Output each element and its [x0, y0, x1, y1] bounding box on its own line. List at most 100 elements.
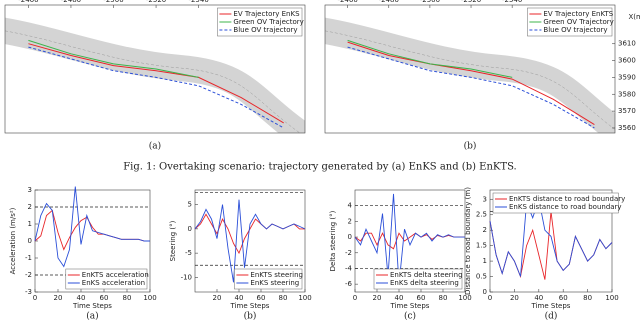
legend-box	[234, 268, 303, 290]
subfigure-label: (a)	[86, 311, 98, 321]
legend-label: Blue OV trajectory	[233, 26, 297, 34]
series-line	[489, 211, 613, 280]
y-tick-label: -2	[345, 249, 352, 257]
legend-label: EnKS delta steering	[390, 279, 459, 287]
y-tick-label: 1	[28, 220, 32, 228]
series-line	[194, 199, 306, 283]
x-tick-label: 80	[279, 294, 288, 302]
x-tick-label: 0	[33, 294, 37, 302]
x-tick-label: -2520	[461, 0, 481, 4]
plot-frame	[324, 4, 616, 134]
legend-box	[527, 7, 613, 37]
series-line	[28, 46, 284, 129]
series-line	[354, 193, 465, 285]
x-tick-label: -2480	[61, 0, 81, 4]
x-tick-label: 20	[510, 294, 519, 302]
y-tick-label: -3	[25, 288, 32, 296]
subfigure-label: (b)	[244, 311, 257, 321]
x-tick-label: 0	[488, 294, 492, 302]
y-tick-label: 5	[188, 201, 192, 209]
y-tick-label: 3	[28, 186, 32, 194]
y-tick-label: 3590	[618, 73, 636, 81]
x-tick-label: 40	[534, 294, 543, 302]
y-tick-label: -6	[345, 280, 353, 288]
legend-label: Green OV Trajectory	[233, 18, 303, 26]
y-tick-label: 0	[28, 237, 32, 245]
x-tick-label: 100	[605, 294, 618, 302]
series-line	[28, 43, 284, 124]
y-tick-label: 2.5	[476, 211, 487, 219]
series-line	[347, 41, 595, 126]
x-tick-label: 40	[77, 294, 86, 302]
y-tick-label: 2	[348, 217, 352, 225]
series-line	[489, 197, 613, 277]
legend-label: EnKS acceleration	[82, 279, 145, 287]
x-tick-label: 20	[54, 294, 63, 302]
y-axis-label: Delta steering (°)	[329, 210, 337, 271]
subfigure-label: (c)	[404, 311, 416, 321]
y-axis-label: Acceleration (m/s²)	[9, 207, 17, 274]
x-axis-label: Time Steps	[531, 302, 571, 310]
x-tick-label: 40	[395, 294, 404, 302]
subfigure-label: (a)	[149, 141, 161, 152]
x-tick-label: -2460	[18, 0, 38, 4]
y-tick-label: -5	[185, 249, 192, 257]
x-axis-label: Time Steps	[230, 302, 270, 310]
x-tick-label: -2540	[502, 0, 522, 4]
x-tick-label: 60	[559, 294, 568, 302]
plot-frame	[489, 189, 613, 293]
x-tick-label: -2460	[337, 0, 357, 4]
x-tick-label: 40	[235, 294, 244, 302]
legend-label: EnKTS delta steering	[390, 271, 463, 279]
x-tick-label: 100	[143, 294, 156, 302]
y-tick-label: 0	[188, 225, 192, 233]
x-tick-label: 100	[458, 294, 471, 302]
legend-box	[217, 7, 303, 37]
y-tick-label: 0	[348, 233, 352, 241]
y-tick-label: -1	[25, 254, 32, 262]
series-line	[347, 39, 513, 78]
x-tick-label: 60	[417, 294, 426, 302]
x-tick-label: -2500	[420, 0, 440, 4]
y-tick-label: 3580	[618, 90, 636, 98]
legend-label: Blue OV trajectory	[543, 26, 607, 34]
x-tick-label: -2540	[188, 0, 208, 4]
y-tick-label: 1	[483, 257, 487, 265]
x-tick-label: -2480	[379, 0, 399, 4]
legend-box	[492, 192, 619, 214]
plot-frame	[194, 189, 306, 293]
legend-label: EnKTS acceleration	[82, 271, 149, 279]
y-axis-label: X(m)	[628, 13, 640, 21]
y-tick-label: 2	[28, 203, 32, 211]
road	[5, 17, 305, 133]
plot-frame	[4, 4, 306, 134]
x-tick-label: 100	[298, 294, 311, 302]
legend-label: Green OV Trajectory	[543, 18, 613, 26]
y-tick-label: -2	[25, 271, 32, 279]
x-tick-label: 80	[123, 294, 132, 302]
legend-box	[65, 268, 148, 290]
y-axis-label: Steering (°)	[169, 220, 177, 261]
series-line	[34, 186, 150, 268]
x-tick-label: 80	[439, 294, 448, 302]
x-tick-label: 60	[100, 294, 109, 302]
x-tick-label: -2520	[146, 0, 166, 4]
legend-label: EnKTS distance to road boundary	[509, 195, 625, 203]
y-tick-label: 3	[483, 195, 487, 203]
y-tick-label: 3570	[618, 107, 636, 115]
y-tick-label: -10	[181, 273, 192, 281]
caption: Fig. 1: Overtaking scenario: trajectory …	[123, 162, 517, 173]
y-tick-label: 3600	[618, 57, 636, 65]
y-tick-label: -4	[345, 264, 353, 272]
legend-label: EV Trajectory EnKS	[233, 10, 300, 18]
x-axis-label: Time Steps	[390, 302, 430, 310]
series-line	[28, 39, 199, 78]
x-tick-label: 0	[353, 294, 357, 302]
x-tick-label: -2500	[103, 0, 123, 4]
x-tick-label: 60	[257, 294, 266, 302]
legend-label: EV Trajectory EnKTS	[543, 10, 613, 18]
legend-label: EnKS steering	[250, 279, 299, 287]
x-tick-label: 20	[213, 294, 222, 302]
y-axis-label: Distance to road boundary (m)	[464, 187, 472, 295]
